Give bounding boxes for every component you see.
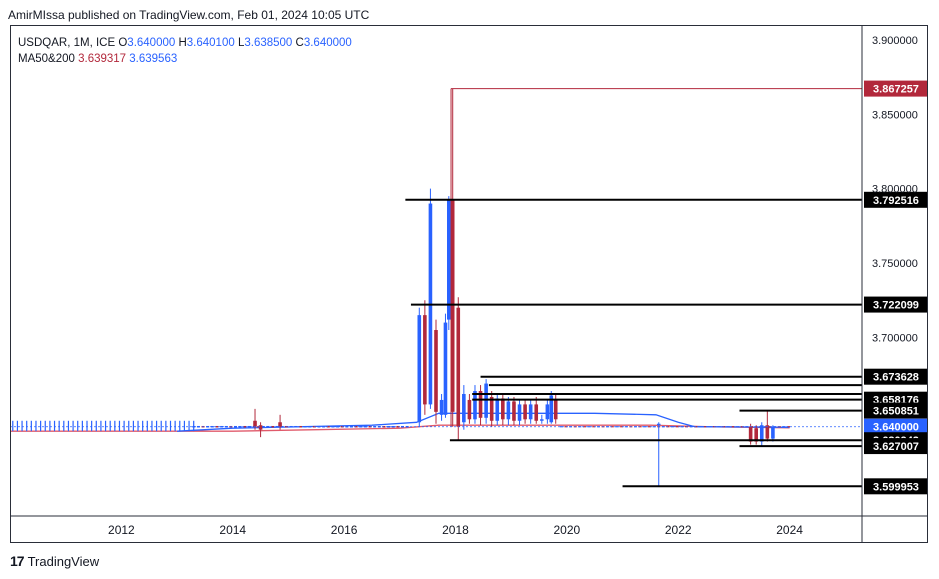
candle-body	[549, 395, 554, 423]
price-label-bg	[864, 368, 928, 385]
candle-body	[523, 404, 527, 420]
price-label-bg	[864, 438, 928, 455]
price-label: 3.673628	[873, 372, 919, 384]
price-tick-label: 3.800000	[872, 184, 918, 196]
price-label: 3.627007	[873, 441, 919, 453]
price-tick-label: 3.850000	[872, 109, 918, 121]
candle-body	[258, 425, 263, 430]
symbol-label: USDQAR, 1M, ICE	[18, 37, 116, 49]
open-label: O	[118, 37, 128, 49]
candle-body	[506, 401, 511, 420]
price-label: 3.867257	[873, 84, 919, 96]
price-label: 3.650851	[873, 406, 919, 418]
candle-body	[748, 426, 753, 442]
price-tick-label: 3.750000	[872, 258, 918, 270]
price-label-bg	[864, 418, 928, 435]
candle-body	[754, 428, 758, 442]
ma-label: MA50&200	[18, 53, 75, 65]
footer: 17 TradingView	[10, 553, 99, 569]
candle-body	[528, 404, 533, 420]
candle-body	[501, 398, 505, 420]
candle-body	[434, 330, 438, 412]
time-tick-label: 2018	[442, 523, 469, 537]
candle-body	[765, 425, 770, 439]
ma-legend: MA50&200 3.639317 3.639563	[18, 51, 352, 67]
time-tick-label: 2020	[554, 523, 581, 537]
candle-body	[473, 391, 477, 420]
price-label: 3.599953	[873, 481, 919, 493]
candle-body	[489, 396, 494, 421]
low-label: L	[237, 37, 245, 49]
time-tick-label: 2016	[331, 523, 358, 537]
price-label: 3.722099	[873, 300, 919, 312]
candle-body	[278, 422, 282, 427]
chart-frame	[10, 25, 928, 543]
time-tick-label: 2014	[219, 523, 246, 537]
candle-body	[534, 404, 539, 421]
candle-body	[484, 383, 488, 418]
open-value: 3.640000	[127, 37, 176, 49]
price-label: 3.640000	[873, 422, 919, 434]
price-label-bg	[864, 478, 928, 495]
candle-body	[512, 401, 516, 421]
brand-name: TradingView	[27, 553, 100, 569]
price-tick-label: 3.700000	[872, 332, 918, 344]
candle-body	[759, 425, 764, 442]
candle-body	[462, 393, 466, 423]
high-label: H	[178, 37, 187, 49]
time-tick-label: 2012	[108, 523, 135, 537]
close-label: C	[295, 37, 304, 49]
ma200-line	[177, 412, 790, 432]
candle-body	[517, 404, 522, 421]
price-label-bg	[864, 191, 928, 208]
candle-body	[439, 399, 444, 415]
time-tick-label: 2024	[776, 523, 803, 537]
price-label: 3.792516	[873, 195, 919, 207]
ohlc-legend: USDQAR, 1M, ICE O3.640000 H3.640100 L3.6…	[18, 35, 352, 51]
candle-body	[447, 199, 451, 320]
price-tick-label: 3.900000	[872, 35, 918, 47]
candle-body	[545, 404, 550, 420]
high-value: 3.640100	[186, 37, 235, 49]
candle-body	[417, 315, 422, 423]
candle-body	[443, 322, 448, 415]
publisher-credit: AmirMIssa published on TradingView.com, …	[8, 8, 370, 22]
candle-body	[478, 391, 483, 418]
candle-body	[253, 420, 257, 427]
candle-body	[423, 315, 427, 405]
close-value: 3.640000	[303, 37, 352, 49]
candle-body	[467, 399, 472, 420]
price-label-bg	[864, 402, 928, 419]
candle-body	[771, 426, 775, 439]
legend: USDQAR, 1M, ICE O3.640000 H3.640100 L3.6…	[18, 35, 352, 67]
tradingview-logo-icon: 17	[10, 553, 25, 569]
low-value: 3.638500	[244, 37, 293, 49]
ma50-value: 3.639317	[78, 53, 127, 65]
price-label-bg	[864, 296, 928, 313]
candle-body	[656, 423, 661, 426]
time-tick-label: 2022	[665, 523, 692, 537]
candle-body	[495, 398, 500, 421]
candle-body	[540, 419, 544, 421]
candle-body	[456, 307, 461, 427]
candle-body	[553, 399, 558, 420]
price-label-bg	[864, 80, 928, 97]
ma200-value: 3.639563	[129, 53, 178, 65]
